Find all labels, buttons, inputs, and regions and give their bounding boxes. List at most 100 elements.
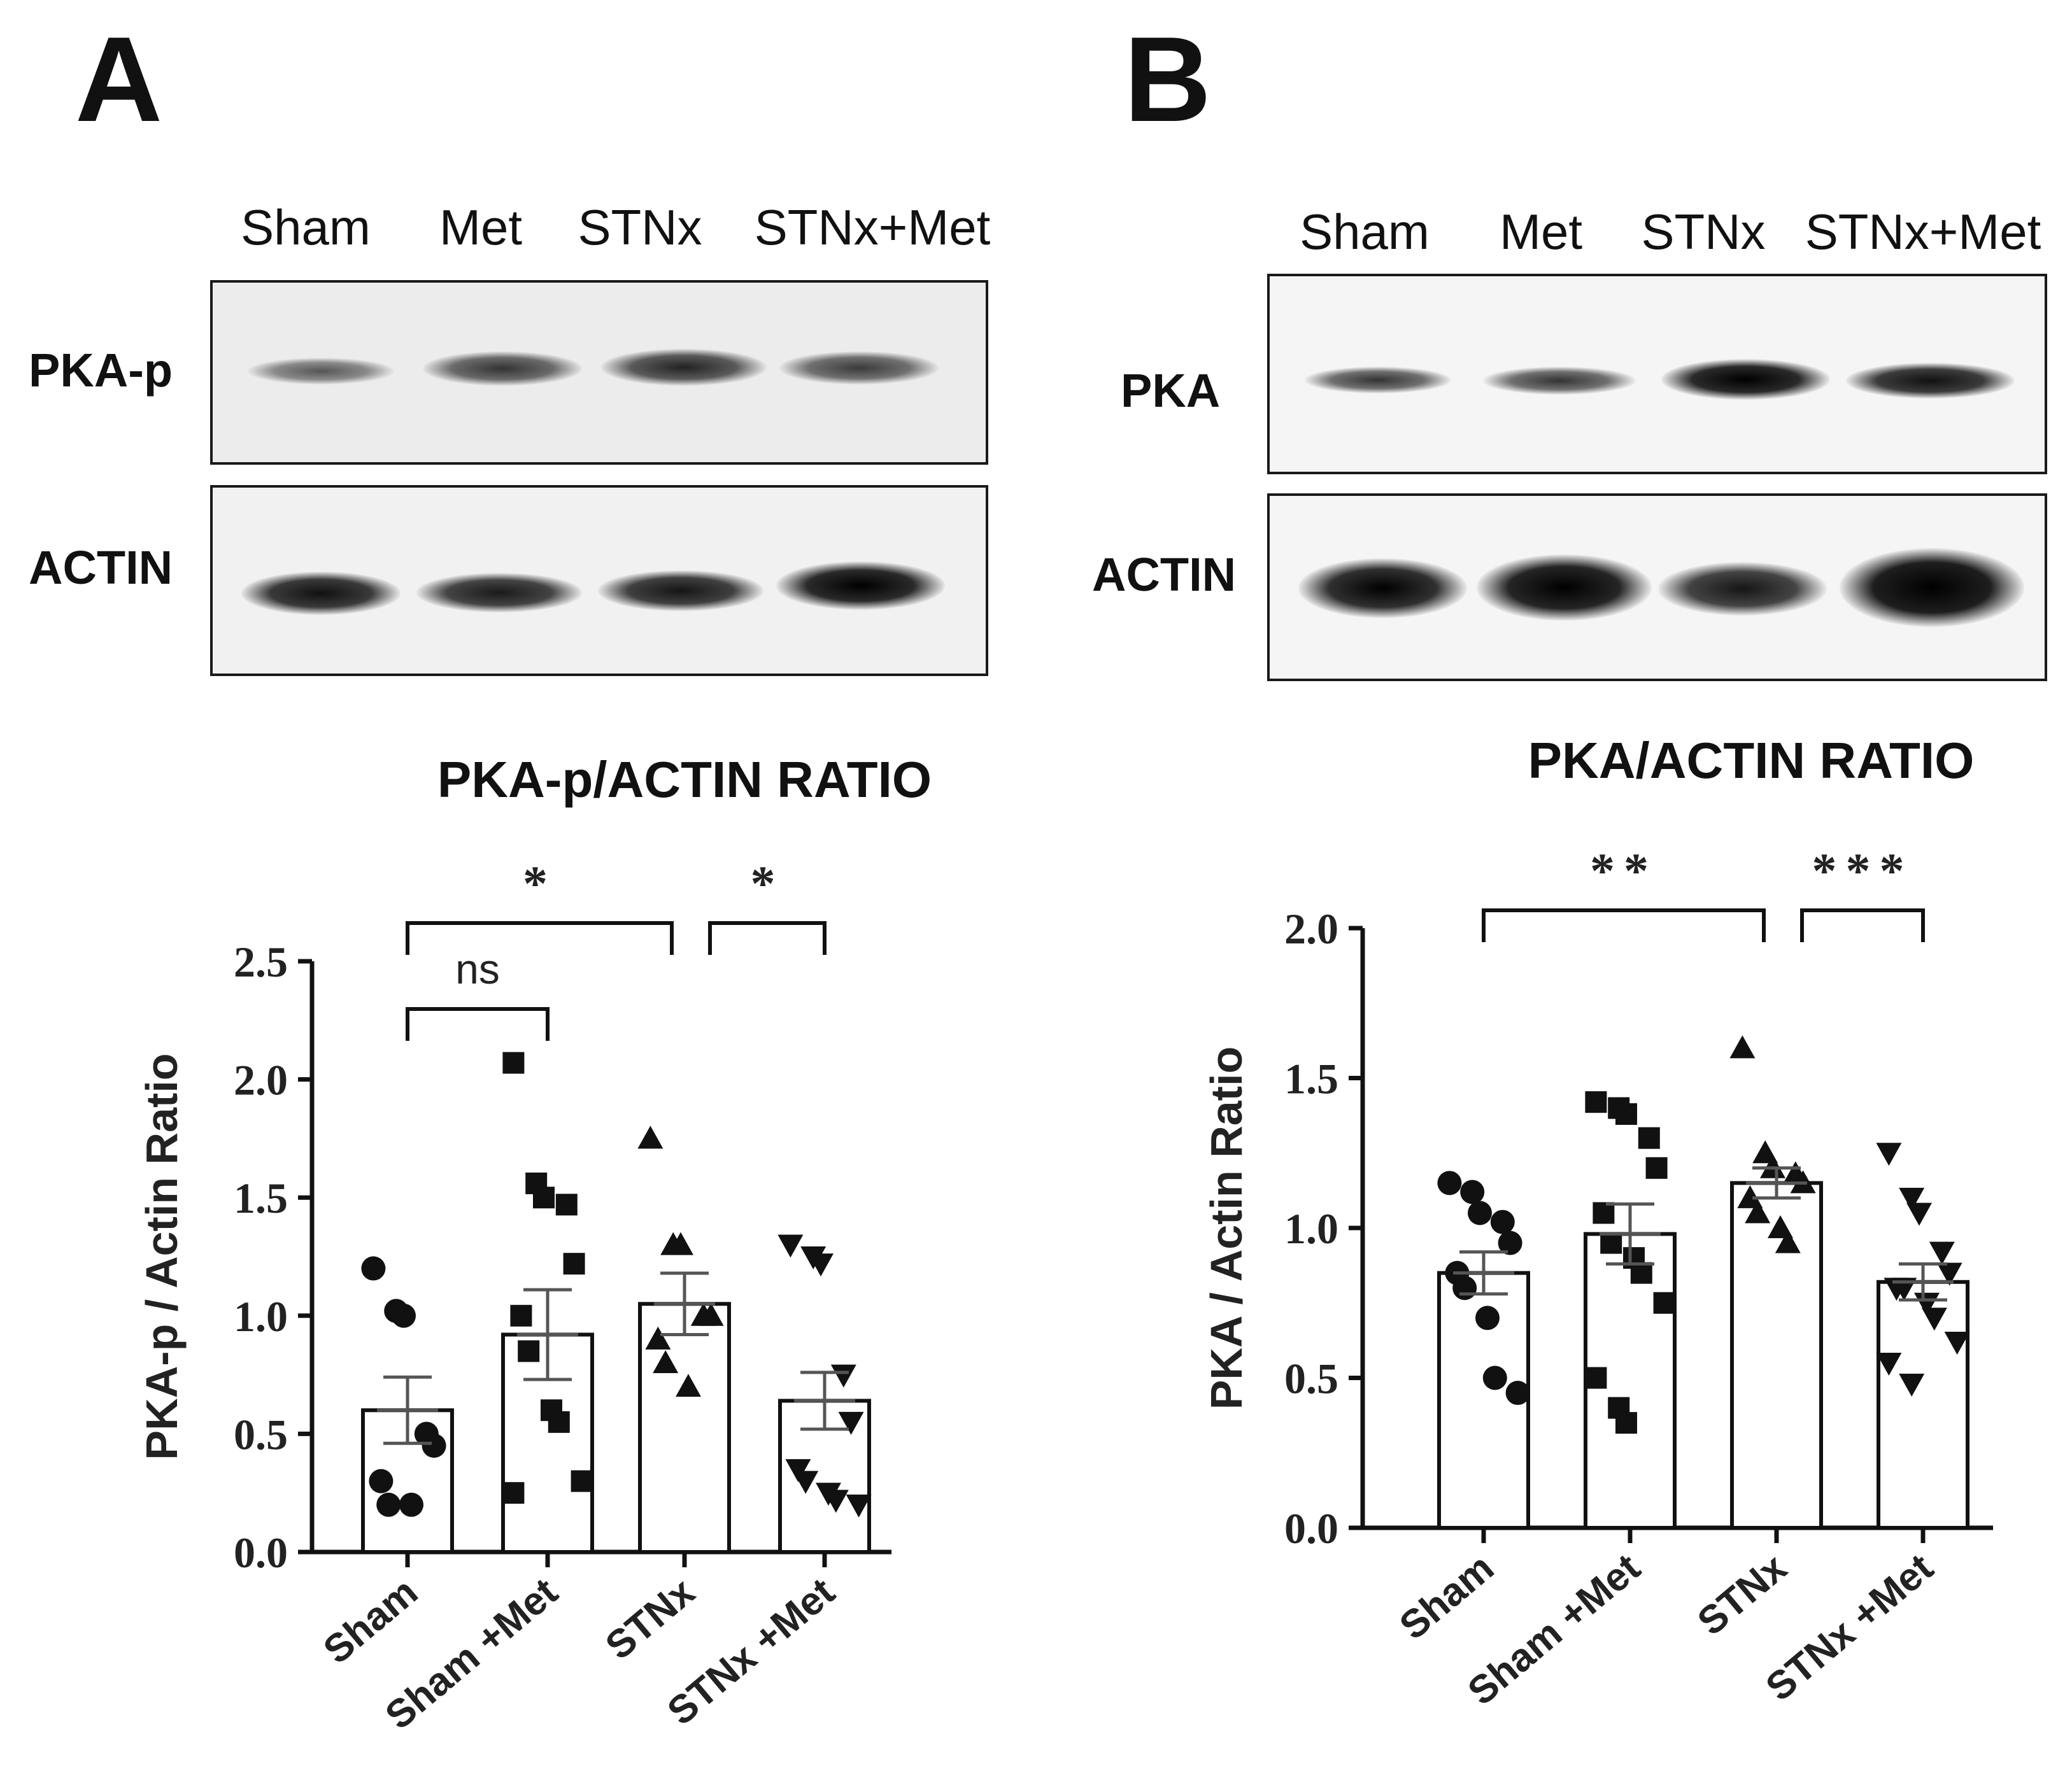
panel-b-lane-stnx-met: STNx+Met: [1805, 204, 2041, 260]
panel-b-letter: B: [1124, 12, 1212, 147]
data-point: [1899, 1187, 1925, 1211]
data-point: [1775, 1230, 1801, 1253]
y-tick-label: 2.0: [234, 1056, 288, 1104]
data-point: [785, 1459, 811, 1483]
y-tick-label: 0.5: [1284, 1355, 1338, 1403]
band: [1305, 367, 1451, 393]
data-point: [645, 1326, 671, 1350]
data-point: [1468, 1201, 1492, 1225]
data-point: [676, 1374, 701, 1397]
panel-a-lane-met: Met: [439, 199, 523, 255]
data-point: [1876, 1143, 1902, 1166]
band: [1658, 562, 1827, 616]
band: [601, 349, 767, 386]
panel-a-lane-stnx-met: STNx+Met: [754, 199, 991, 255]
data-point: [555, 1194, 578, 1216]
y-tick-label: 0.0: [1284, 1504, 1338, 1553]
data-point: [1505, 1381, 1530, 1406]
panel-b-blot-actin: [1267, 493, 2047, 681]
data-point: [830, 1364, 856, 1388]
data-point: [1936, 1262, 1962, 1286]
panel-b-lane-stnx: STNx: [1641, 204, 1766, 260]
band: [423, 351, 582, 386]
data-point: [1638, 1127, 1660, 1149]
data-point: [1615, 1412, 1637, 1434]
y-tick-label: 0.0: [234, 1528, 288, 1577]
panel-a-blot-pka-p: [210, 280, 988, 465]
significance-bracket: [406, 921, 674, 955]
significance-label: *: [751, 856, 784, 911]
panel-a-letter: A: [75, 12, 163, 147]
data-point: [1899, 1373, 1925, 1397]
band: [1840, 548, 2024, 627]
panel-a-row-pka-p: PKA-p: [29, 344, 173, 397]
data-point: [637, 1125, 663, 1149]
data-point: [1593, 1202, 1615, 1224]
panel-a-lane-stnx: STNx: [578, 199, 702, 255]
panel-b-lane-sham: Sham: [1300, 204, 1430, 260]
data-point: [1645, 1157, 1668, 1179]
band: [241, 572, 401, 615]
y-tick-label: 2.5: [234, 938, 288, 986]
data-point: [361, 1256, 386, 1281]
band: [1298, 558, 1467, 618]
band: [248, 358, 394, 385]
y-tick-label: 1.0: [1284, 1204, 1338, 1253]
band: [779, 351, 939, 385]
data-point: [1630, 1262, 1652, 1284]
y-tick-label: 1.5: [1284, 1055, 1338, 1103]
data-point: [1437, 1171, 1462, 1196]
data-point: [422, 1433, 446, 1458]
significance-label: ***: [1812, 843, 1913, 898]
data-point: [1929, 1241, 1955, 1265]
data-point: [1615, 1103, 1637, 1125]
data-point: [502, 1482, 525, 1504]
data-point: [1906, 1203, 1932, 1226]
y-tick-label: 1.0: [234, 1292, 288, 1341]
chart-b-title: PKA/ACTIN RATIO: [1528, 732, 1975, 789]
band: [1483, 367, 1636, 395]
data-point: [502, 1052, 525, 1074]
data-point: [1944, 1331, 1970, 1355]
data-point: [510, 1304, 532, 1327]
data-point: [1600, 1232, 1622, 1254]
data-point: [399, 1492, 423, 1517]
panel-b-lane-met: Met: [1499, 204, 1583, 260]
data-point: [1452, 1276, 1477, 1301]
panel-b-row-actin: ACTIN: [1092, 548, 1237, 601]
band: [1477, 554, 1652, 621]
data-point: [1876, 1352, 1902, 1376]
significance-bracket: [1800, 908, 1925, 942]
significance-label: ns: [455, 945, 500, 992]
chart-a-title: PKA-p/ACTIN RATIO: [437, 751, 932, 808]
significance-label: **: [1590, 843, 1657, 898]
data-point: [1490, 1210, 1515, 1234]
y-tick-label: 1.5: [234, 1174, 288, 1222]
data-point: [376, 1492, 401, 1517]
significance-bracket: [1482, 908, 1766, 942]
panel-a-lane-sham: Sham: [241, 199, 371, 255]
data-point: [1498, 1231, 1522, 1255]
panel-a-row-actin: ACTIN: [29, 541, 173, 594]
panel-b-row-pka: PKA: [1121, 364, 1221, 417]
data-point: [823, 1490, 849, 1513]
band: [776, 561, 945, 610]
data-point: [563, 1253, 585, 1275]
y-axis-label: PKA / Actin Ratio: [1202, 1047, 1251, 1409]
x-tick-label: Sham: [1391, 1546, 1502, 1648]
data-point: [369, 1469, 394, 1493]
data-point: [518, 1340, 540, 1362]
data-point: [838, 1411, 864, 1435]
y-tick-label: 0.5: [234, 1410, 288, 1458]
band: [1846, 363, 2015, 399]
data-point: [1729, 1035, 1756, 1059]
data-point: [1745, 1200, 1771, 1224]
data-point: [1585, 1091, 1607, 1113]
band: [416, 573, 582, 612]
data-point: [1653, 1292, 1675, 1314]
data-point: [392, 1303, 416, 1328]
significance-label: *: [523, 856, 557, 911]
data-point: [698, 1302, 724, 1326]
data-point: [1475, 1306, 1500, 1330]
